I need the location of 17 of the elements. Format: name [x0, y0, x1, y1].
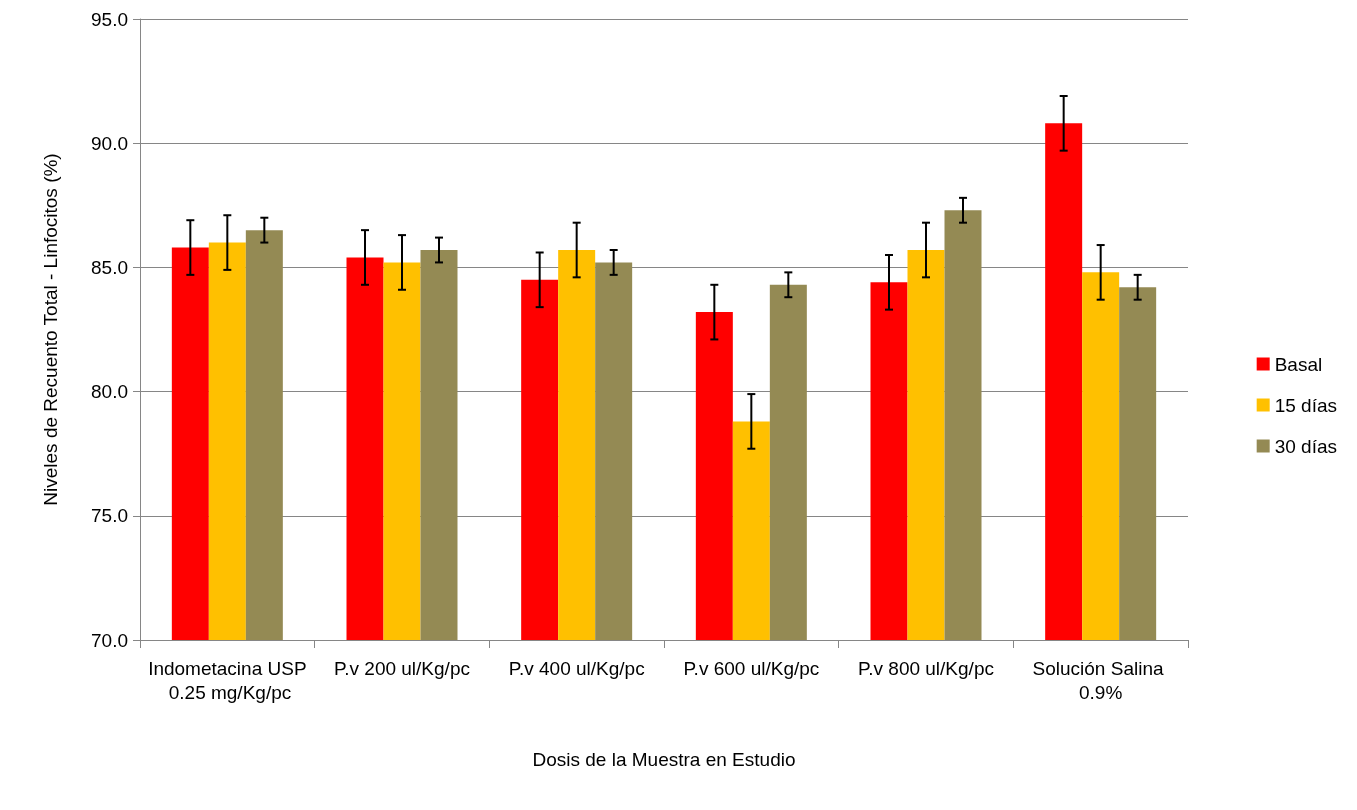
x-axis-title: Dosis de la Muestra en Estudio [532, 749, 796, 770]
y-tick-label: 95.0 [91, 8, 128, 30]
x-tick-label: Indometacina USP 0.25 mg/Kg/pc [148, 657, 307, 703]
y-axis-title: Niveles de Recuento Total - Linfocitos (%) [40, 153, 61, 506]
y-tick-label: 75.0 [91, 505, 128, 527]
legend-label: 15 días [1274, 394, 1337, 416]
y-tick-label: 85.0 [91, 256, 128, 278]
y-tick-label: 90.0 [91, 132, 128, 154]
legend-label: 30 días [1274, 435, 1337, 457]
x-tick-label: P.v 200 ul/Kg/pc [334, 657, 470, 679]
x-tick-label: P.v 400 ul/Kg/pc [508, 657, 645, 679]
y-tick-label: 80.0 [91, 381, 128, 403]
legend-label: Basal [1274, 353, 1323, 375]
y-tick-label: 70.0 [91, 629, 128, 651]
x-tick-label: P.v 600 ul/Kg/pc [683, 657, 820, 679]
x-tick-label: Solución Salina 0.9% [1032, 657, 1169, 703]
x-tick-label: P.v 800 ul/Kg/pc [858, 657, 994, 679]
